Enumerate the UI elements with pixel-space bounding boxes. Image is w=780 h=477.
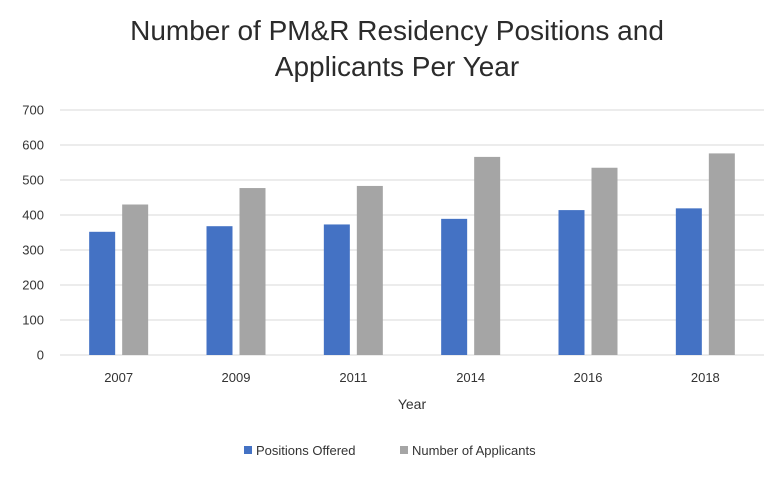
bar-positions-offered-2018 [675, 208, 702, 355]
bars [89, 153, 735, 355]
legend-swatch [400, 446, 408, 454]
legend: Positions Offered Number of Applicants [244, 443, 536, 458]
bar-number-of-applicants-2016 [591, 167, 618, 355]
x-tick-label: 2011 [339, 370, 367, 385]
bar-number-of-applicants-2018 [708, 153, 735, 355]
x-axis-label: Year [398, 396, 427, 412]
y-tick-label: 300 [22, 243, 44, 258]
y-tick-label: 100 [22, 313, 44, 328]
legend-swatch [244, 446, 252, 454]
bar-positions-offered-2011 [323, 224, 350, 355]
x-tick-label: 2007 [104, 370, 133, 385]
x-tick-label: 2009 [222, 370, 251, 385]
x-tick-label: 2014 [456, 370, 485, 385]
y-tick-label: 700 [22, 103, 44, 118]
bar-positions-offered-2016 [558, 210, 585, 355]
y-tick-label: 600 [22, 138, 44, 153]
y-tick-label: 0 [37, 348, 44, 363]
chart-title-line-1: Number of PM&R Residency Positions and [130, 15, 664, 46]
gridlines [60, 109, 764, 356]
legend-label: Number of Applicants [412, 443, 536, 458]
y-axis-ticks: 0 100 200 300 400 500 600 700 [22, 103, 44, 363]
y-tick-label: 500 [22, 173, 44, 188]
x-axis-ticks: 2007 2009 2011 2014 2016 2018 [104, 370, 720, 385]
x-tick-label: 2016 [574, 370, 603, 385]
legend-label: Positions Offered [256, 443, 355, 458]
y-tick-label: 200 [22, 278, 44, 293]
chart-title-line-2: Applicants Per Year [275, 51, 519, 82]
bar-positions-offered-2014 [441, 218, 468, 355]
bar-number-of-applicants-2014 [474, 156, 501, 355]
y-tick-label: 400 [22, 208, 44, 223]
bar-positions-offered-2007 [89, 231, 116, 355]
bar-positions-offered-2009 [206, 226, 233, 355]
bar-number-of-applicants-2007 [122, 204, 149, 355]
x-tick-label: 2018 [691, 370, 720, 385]
bar-number-of-applicants-2009 [239, 188, 266, 355]
bar-number-of-applicants-2011 [356, 185, 383, 355]
